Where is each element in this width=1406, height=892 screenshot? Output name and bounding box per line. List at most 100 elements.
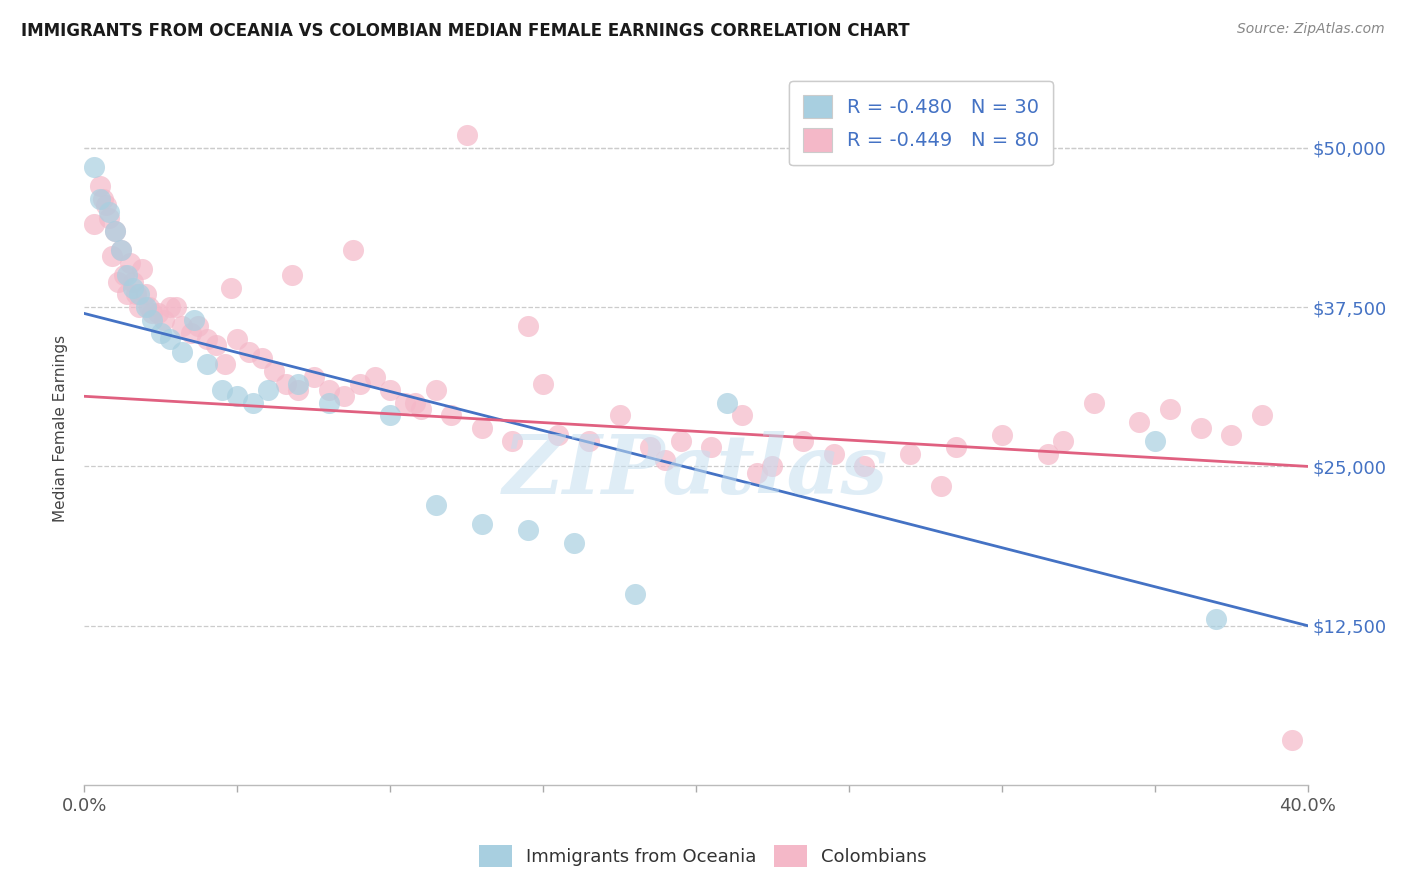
Point xyxy=(153,313,176,327)
Point xyxy=(853,459,876,474)
Point xyxy=(409,402,432,417)
Point xyxy=(380,383,402,397)
Point xyxy=(115,268,138,283)
Point xyxy=(502,434,524,448)
Point xyxy=(318,383,340,397)
Point xyxy=(107,275,129,289)
Legend: Immigrants from Oceania, Colombians: Immigrants from Oceania, Colombians xyxy=(472,838,934,874)
Point xyxy=(404,395,426,409)
Point xyxy=(83,160,105,174)
Point xyxy=(380,409,402,423)
Point xyxy=(250,351,273,365)
Point xyxy=(91,192,114,206)
Point xyxy=(716,395,738,409)
Legend: R = -0.480   N = 30, R = -0.449   N = 80: R = -0.480 N = 30, R = -0.449 N = 80 xyxy=(789,81,1053,166)
Point xyxy=(89,192,111,206)
Point xyxy=(1205,612,1227,626)
Point xyxy=(516,319,538,334)
Point xyxy=(991,427,1014,442)
Point xyxy=(89,179,111,194)
Point xyxy=(302,370,325,384)
Point xyxy=(122,281,145,295)
Point xyxy=(180,326,202,340)
Point xyxy=(747,466,769,480)
Point xyxy=(929,478,952,492)
Point xyxy=(172,319,194,334)
Y-axis label: Median Female Earnings: Median Female Earnings xyxy=(53,334,69,522)
Point xyxy=(578,434,600,448)
Text: ZIPatlas: ZIPatlas xyxy=(503,431,889,511)
Point xyxy=(97,211,120,225)
Point xyxy=(146,306,169,320)
Point xyxy=(159,332,181,346)
Point xyxy=(110,243,132,257)
Point xyxy=(1159,402,1181,417)
Point xyxy=(219,281,242,295)
Point xyxy=(159,300,181,314)
Point xyxy=(547,427,569,442)
Point xyxy=(471,516,494,531)
Point xyxy=(562,536,585,550)
Point xyxy=(654,453,676,467)
Point xyxy=(131,261,153,276)
Point xyxy=(1220,427,1243,442)
Point xyxy=(186,319,208,334)
Point xyxy=(205,338,228,352)
Point xyxy=(138,300,160,314)
Point xyxy=(165,300,187,314)
Point xyxy=(761,459,783,474)
Point xyxy=(83,217,105,231)
Point xyxy=(110,243,132,257)
Point xyxy=(195,358,218,372)
Point xyxy=(141,313,163,327)
Point xyxy=(531,376,554,391)
Point xyxy=(349,376,371,391)
Point xyxy=(471,421,494,435)
Point xyxy=(1128,415,1150,429)
Point xyxy=(120,255,142,269)
Text: Source: ZipAtlas.com: Source: ZipAtlas.com xyxy=(1237,22,1385,37)
Point xyxy=(211,383,233,397)
Point xyxy=(638,440,661,454)
Point xyxy=(238,344,260,359)
Point xyxy=(287,383,309,397)
Point xyxy=(792,434,814,448)
Point xyxy=(115,287,138,301)
Point xyxy=(1083,395,1105,409)
Point xyxy=(281,268,304,283)
Point xyxy=(823,447,845,461)
Point xyxy=(257,383,280,397)
Point xyxy=(516,523,538,537)
Point xyxy=(1250,409,1272,423)
Point xyxy=(440,409,463,423)
Point xyxy=(364,370,387,384)
Point xyxy=(318,395,340,409)
Point xyxy=(94,198,117,212)
Point xyxy=(276,376,298,391)
Point xyxy=(149,326,172,340)
Point xyxy=(135,287,157,301)
Point xyxy=(945,440,967,454)
Point xyxy=(342,243,364,257)
Point xyxy=(394,395,416,409)
Point xyxy=(214,358,236,372)
Point xyxy=(1189,421,1212,435)
Point xyxy=(122,275,145,289)
Point xyxy=(141,306,163,320)
Point xyxy=(128,287,150,301)
Point xyxy=(195,332,218,346)
Point xyxy=(731,409,754,423)
Point xyxy=(226,389,249,403)
Point xyxy=(172,344,194,359)
Point xyxy=(1281,733,1303,747)
Point xyxy=(456,128,478,142)
Point xyxy=(1036,447,1059,461)
Text: IMMIGRANTS FROM OCEANIA VS COLOMBIAN MEDIAN FEMALE EARNINGS CORRELATION CHART: IMMIGRANTS FROM OCEANIA VS COLOMBIAN MED… xyxy=(21,22,910,40)
Point xyxy=(242,395,264,409)
Point xyxy=(263,364,285,378)
Point xyxy=(183,313,205,327)
Point xyxy=(97,204,120,219)
Point xyxy=(104,224,127,238)
Point xyxy=(135,300,157,314)
Point xyxy=(287,376,309,391)
